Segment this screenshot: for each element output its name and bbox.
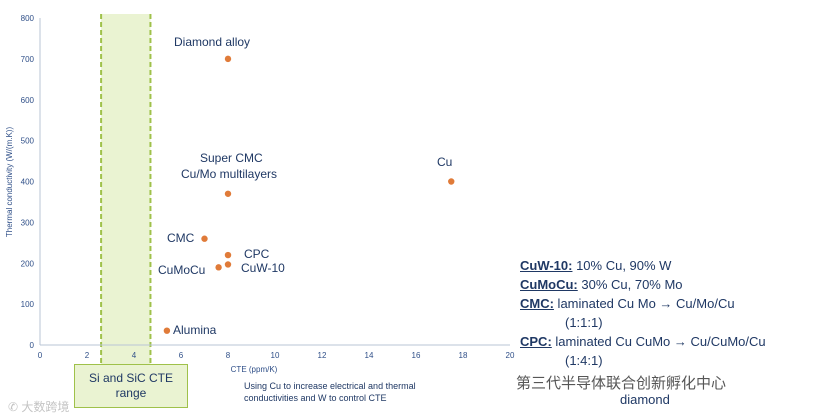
x-tick-label: 18 — [459, 351, 468, 360]
label-cpc: CPC — [244, 247, 270, 261]
point-cu — [448, 178, 455, 185]
y-tick-label: 400 — [21, 178, 35, 187]
x-tick-label: 20 — [506, 351, 515, 360]
point-cpc — [224, 251, 232, 259]
x-tick-label: 16 — [412, 351, 421, 360]
label-diamond-alloy: Diamond alloy — [174, 35, 250, 49]
x-tick-label: 14 — [365, 351, 374, 360]
band-label-line1: Si and SiC CTE — [88, 371, 174, 385]
label-cumocu: CuMoCu — [158, 263, 205, 277]
x-axis-title: CTE (ppm/K) — [231, 365, 278, 374]
band-label-line2: range — [115, 386, 147, 400]
y-tick-label: 100 — [21, 300, 35, 309]
x-tick-label: 4 — [132, 351, 137, 360]
x-tick-label: 12 — [318, 351, 327, 360]
y-tick-label: 800 — [21, 14, 35, 23]
label-super-cmc-line1: Super CMC — [200, 151, 263, 165]
y-tick-label: 600 — [21, 96, 35, 105]
point-cmc — [201, 235, 208, 242]
x-tick-label: 6 — [179, 351, 184, 360]
y-tick-label: 0 — [30, 341, 35, 350]
definition-cpc: CPC: laminated Cu CuMo → Cu/CuMo/Cu — [520, 334, 766, 349]
y-tick-label: 300 — [21, 218, 35, 227]
definition-cmc-ratio: (1:1:1) — [565, 315, 603, 330]
label-cuw-10: CuW-10 — [241, 261, 285, 275]
x-tick-label: 10 — [271, 351, 280, 360]
point-cuw-10 — [224, 261, 232, 268]
watermark-right: 第三代半导体联合创新孵化中心 — [516, 375, 727, 392]
background-watermark-glyphs — [744, 20, 824, 140]
definition-cumocu: CuMoCu: 30% Cu, 70% Mo — [520, 277, 683, 292]
watermark-left: ✆ 大数跨境 — [8, 400, 70, 414]
definition-cmc: CMC: laminated Cu Mo → Cu/Mo/Cu — [520, 296, 735, 311]
y-tick-label: 200 — [21, 259, 35, 268]
definition-tail-diamond: diamond — [620, 392, 670, 407]
y-tick-label: 700 — [21, 55, 35, 64]
cte-range-band — [101, 14, 151, 365]
y-tick-label: 500 — [21, 137, 35, 146]
point-cumocu — [215, 264, 222, 271]
label-cu: Cu — [437, 155, 452, 169]
point-diamond-alloy — [224, 55, 232, 63]
label-cmc: CMC — [167, 231, 195, 245]
y-axis-title: Thermal conductivity (W/(m.K)) — [5, 127, 14, 238]
x-tick-label: 0 — [38, 351, 43, 360]
point-super-cmc-cu-mo-multilayers — [224, 190, 232, 197]
label-super-cmc-line2: Cu/Mo multilayers — [181, 167, 277, 181]
definitions-list: CuW-10: 10% Cu, 90% W CuMoCu: 30% Cu, 70… — [520, 256, 820, 370]
definition-cuw-10: CuW-10: 10% Cu, 90% W — [520, 258, 672, 273]
definition-cpc-ratio: (1:4:1) — [565, 353, 603, 368]
chart-note: Using Cu to increase electrical and ther… — [244, 381, 416, 403]
label-alumina: Alumina — [173, 323, 217, 337]
x-tick-label: 8 — [226, 351, 231, 360]
point-alumina — [163, 327, 171, 334]
si-sic-cte-range-box: Si and SiC CTE range — [74, 364, 188, 408]
x-tick-label: 2 — [85, 351, 90, 360]
